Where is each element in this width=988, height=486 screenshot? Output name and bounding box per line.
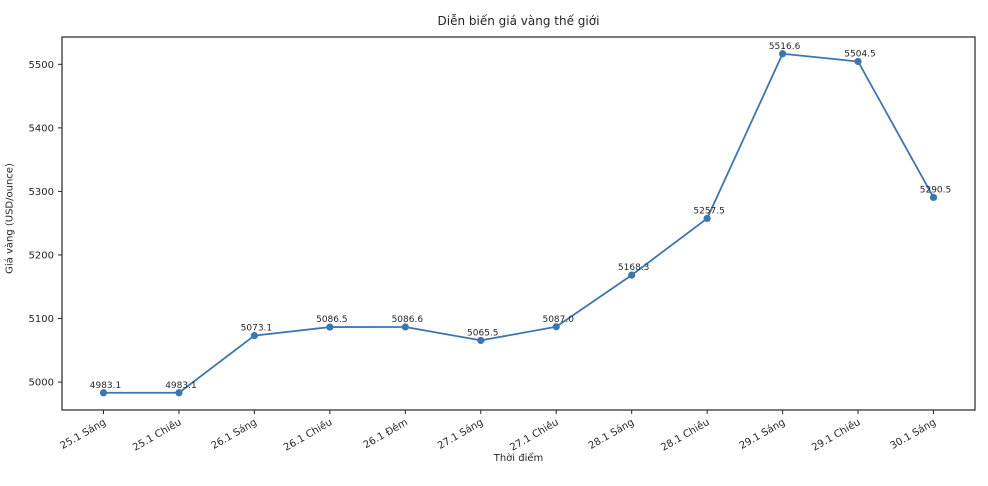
x-tick-label: 28.1 Chiều (659, 416, 712, 453)
x-tick-label: 26.1 Đêm (361, 416, 410, 451)
data-point (552, 323, 560, 331)
y-tick-label: 5400 (29, 123, 54, 134)
data-point (401, 323, 409, 331)
y-tick-label: 5000 (29, 378, 54, 389)
data-point-label: 5086.5 (316, 315, 348, 325)
data-point (99, 389, 108, 397)
x-tick-label: 25.1 Sáng (58, 416, 108, 452)
y-tick-label: 5300 (29, 187, 54, 198)
data-point (250, 331, 259, 340)
x-tick-label: 28.1 Sáng (586, 416, 636, 452)
data-point-label: 5504.5 (844, 49, 876, 59)
y-tick-label: 5200 (29, 250, 54, 261)
data-point (326, 323, 334, 331)
y-tick-label: 5500 (29, 60, 54, 71)
data-point-label: 5087.0 (542, 315, 574, 325)
data-point (628, 271, 636, 279)
x-tick-label: 29.1 Sáng (737, 416, 787, 452)
data-point-label: 5290.5 (920, 185, 952, 195)
data-point-label: 5065.5 (467, 328, 499, 338)
x-tick-label: 30.1 Sáng (888, 416, 938, 452)
x-axis-label: Thời điểm (493, 453, 544, 464)
y-tick-label: 5100 (29, 314, 54, 325)
data-point-label: 5086.6 (392, 315, 424, 325)
data-point-label: 5073.1 (241, 324, 273, 334)
data-point (929, 193, 938, 202)
data-point (477, 336, 485, 345)
data-point (175, 389, 183, 397)
data-point-label: 5516.6 (769, 42, 801, 52)
data-point (703, 214, 711, 223)
line-series (103, 52, 935, 394)
plot-border (61, 36, 976, 411)
y-axis-label: Giá vàng (USD/ounce) (4, 163, 16, 274)
x-tick-label: 26.1 Chiều (282, 416, 335, 453)
data-point-label: 5168.3 (618, 263, 650, 273)
data-point-label: 4983.1 (90, 381, 122, 391)
x-tick-label: 25.1 Chiều (131, 416, 184, 453)
x-tick-label: 26.1 Sáng (209, 416, 259, 452)
data-point-label: 4983.1 (165, 381, 197, 391)
data-point-label: 5257.5 (693, 206, 725, 216)
data-point (778, 50, 787, 58)
data-point (854, 57, 862, 66)
chart-title: Diễn biến giá vàng thế giới (437, 14, 600, 28)
x-tick-label: 29.1 Chiều (810, 416, 863, 453)
x-tick-label: 27.1 Sáng (435, 416, 485, 452)
x-tick-label: 27.1 Chiều (508, 416, 561, 453)
